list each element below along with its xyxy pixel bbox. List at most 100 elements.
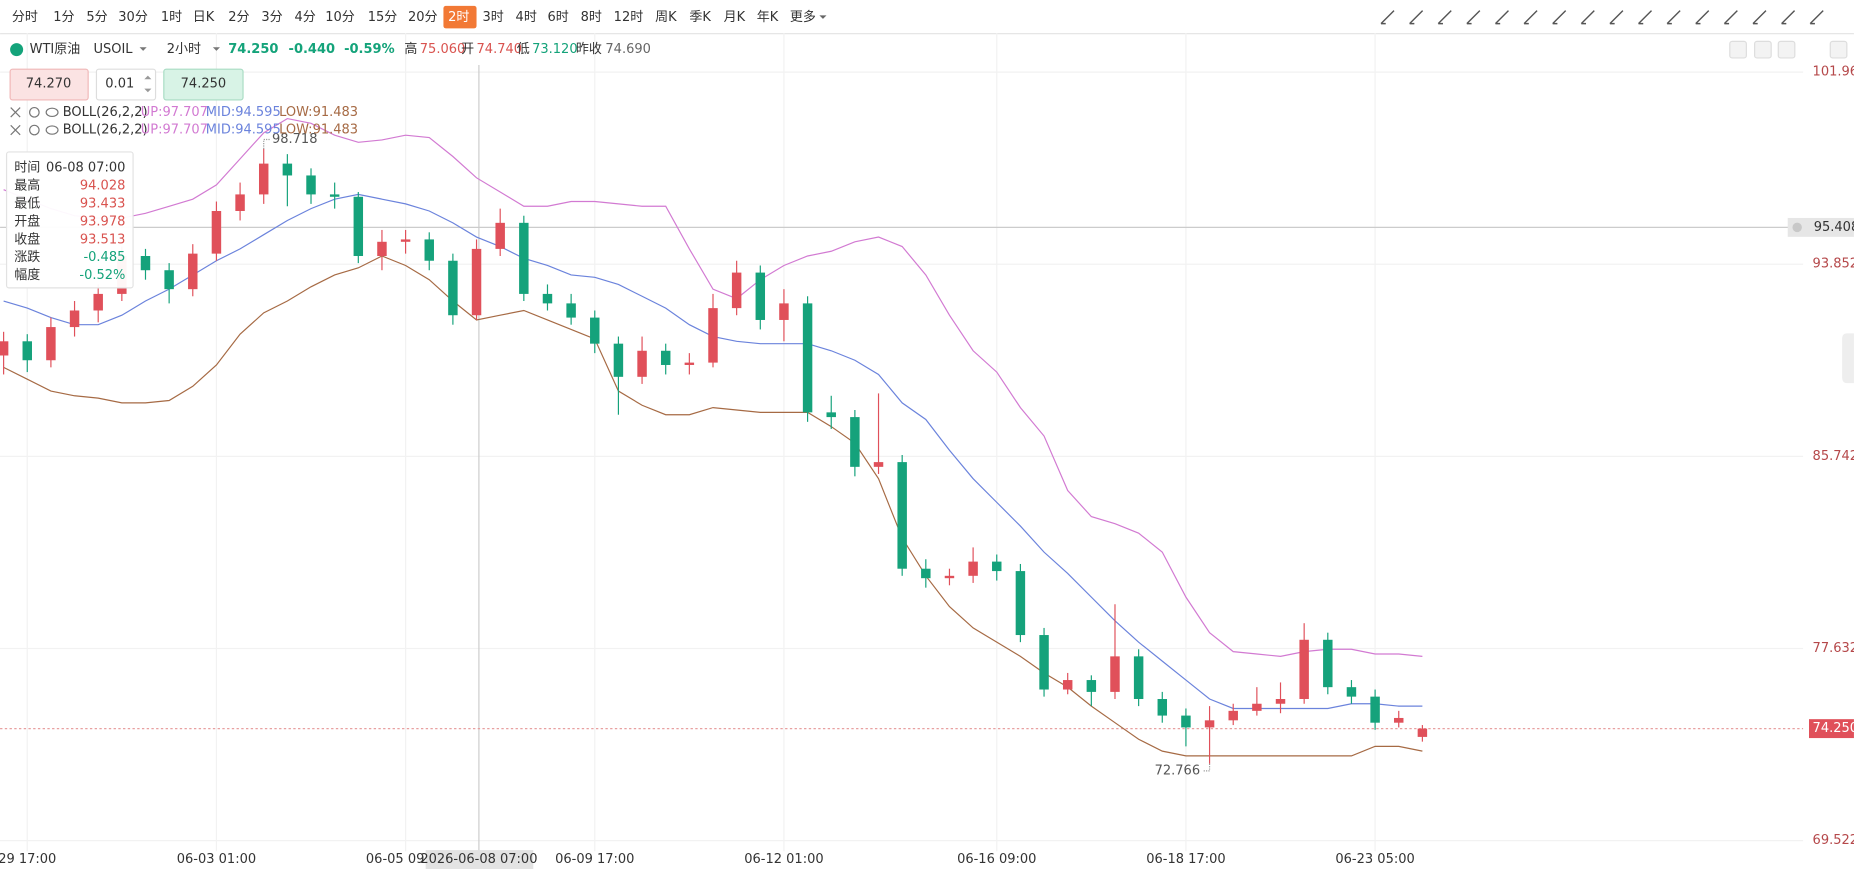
timeframe[interactable]: 15分 [368,10,398,25]
candle-body [424,239,434,261]
timeframe[interactable]: 10分 [325,10,355,25]
tool-icon[interactable] [1437,10,1452,25]
timeframe[interactable]: 1时 [161,10,182,25]
indicator-mid: MID:94.595 [206,123,281,138]
stat-value: 75.060 [420,42,466,57]
candle-body [471,248,482,316]
timeframe[interactable]: 4时 [516,10,537,25]
tooltip-label: 开盘 [14,213,40,229]
eye-icon[interactable] [45,107,59,118]
candle-body [448,260,458,316]
alert-icon[interactable] [1792,222,1802,233]
candle-body [1394,717,1404,723]
timeframe[interactable]: 12时 [614,10,644,25]
timeframe[interactable]: 30分 [118,10,148,25]
candle-body [69,310,80,328]
boll-line [3,255,1423,757]
tooltip-value: 94.028 [80,178,126,193]
symbol-name[interactable]: WTI原油 [30,42,81,57]
timeframe[interactable]: 月K [724,10,746,25]
candle-body [1346,687,1357,697]
tooltip-value: -0.52% [79,268,125,283]
tool-icon[interactable] [1580,10,1595,25]
tool-icon[interactable] [1781,10,1796,25]
chart-area: 69.522 77.632 85.742 93.852 101.962 29 17:00 0… [0,33,1854,869]
buy-box[interactable] [163,68,244,101]
timeframe[interactable]: 2时 [448,10,469,25]
candle-body [802,303,813,413]
timeframe[interactable]: 日K [193,10,215,25]
tool-icon[interactable] [1752,10,1767,25]
tool-icon[interactable] [1466,10,1481,25]
timeframe[interactable]: 8时 [581,10,602,25]
candle-body [140,256,151,271]
timeframe[interactable]: 季K [689,10,711,25]
stat-label: 高 [404,41,417,57]
panel-icon[interactable] [1754,40,1772,59]
buy-price: 74.250 [181,76,227,91]
sell-box[interactable] [9,68,89,101]
timeframe[interactable]: 2分 [228,10,249,25]
candle-body [637,350,647,377]
boll-line [3,117,1423,657]
timeframe[interactable]: 更多 [790,9,816,25]
timeframe[interactable]: 3分 [261,10,282,25]
period[interactable]: 2小时 [167,42,201,57]
indicator-up: UP:97.707 [141,123,208,138]
collapse-tab[interactable] [1842,333,1854,384]
tool-icon[interactable] [1695,10,1710,25]
panel-icon[interactable] [1777,40,1796,59]
tooltip-label: 最高 [14,177,40,193]
tool-icon[interactable] [1380,10,1395,25]
spinner[interactable] [144,75,152,93]
ui-layer: WTI原油 USOIL 2小时 74.250 -0.440 -0.59% 74.… [5,5,1854,384]
indicator-low: LOW:91.483 [279,123,358,138]
indicator-name: BOLL(26,2,2) [63,105,148,120]
eye-icon[interactable] [45,125,59,135]
y-tick-label: 93.852 [1813,257,1854,272]
candle-body [1015,571,1026,636]
timeframe[interactable]: 周K [655,10,677,25]
candle-body [1062,680,1073,690]
close-icon[interactable] [10,124,21,136]
timeframe[interactable]: 分时 [12,10,38,25]
tooltip-value: -0.485 [83,250,125,265]
qty: 0.01 [105,76,134,91]
timeframe[interactable]: 3时 [482,10,503,25]
candle-body [873,462,884,467]
tool-icon[interactable] [1409,10,1424,25]
y-tick-label: 77.632 [1813,641,1854,656]
timeframe[interactable]: 6时 [547,10,568,25]
crosshair-price-box [1787,217,1854,237]
timeframe[interactable]: 20分 [408,10,438,25]
timeframe[interactable]: 4分 [294,10,315,25]
tool-icon[interactable] [1494,10,1509,25]
tool-icon[interactable] [1609,10,1624,25]
settings-icon[interactable] [29,106,40,118]
timeframe[interactable]: 年K [757,10,779,25]
timeframe[interactable]: 1分 [53,10,74,25]
tool-icon[interactable] [1638,10,1653,25]
candle-body [329,194,340,197]
timeframe[interactable]: 5分 [86,10,107,25]
tool-icon[interactable] [1809,10,1824,25]
stat-label: 开 [461,42,474,57]
tool-icon[interactable] [1523,10,1538,25]
candle-body [400,239,411,242]
tool-icon[interactable] [1723,10,1738,25]
panel-icon[interactable] [1829,40,1848,59]
symbol-code[interactable]: USOIL [93,42,133,57]
crosshair-time-box [425,850,534,869]
qty-box[interactable] [95,68,157,101]
candle-body [968,561,978,576]
settings-icon[interactable] [29,124,40,136]
indicator-low: LOW:91.483 [279,105,358,120]
x-tick-label: 06-12 01:00 [744,852,823,867]
tool-icon[interactable] [1552,10,1567,25]
panel-icon[interactable] [1729,40,1747,59]
x-tick-label: 06-09 17:00 [555,852,634,867]
tool-icon[interactable] [1666,10,1681,25]
close-icon[interactable] [10,107,21,118]
candle-body [1252,703,1262,711]
x-tick-label: 06-05 09:00 [366,852,445,867]
